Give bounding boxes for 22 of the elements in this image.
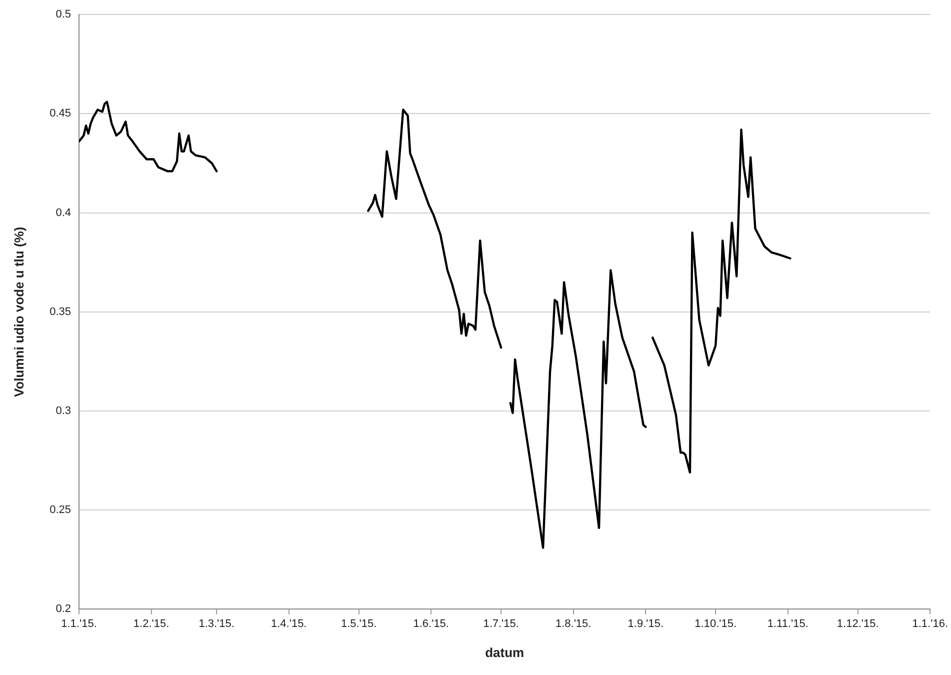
x-tick-label: 1.2.'15. xyxy=(133,618,170,630)
y-tick-label: 0.3 xyxy=(56,405,72,418)
y-tick-label: 0.4 xyxy=(56,206,72,219)
y-tick-label: 0.25 xyxy=(50,504,72,516)
y-axis-title: Volumni udio vode u tlu (%) xyxy=(11,226,26,397)
x-tick-label: 1.12.'15. xyxy=(836,618,879,630)
x-tick-label: 1.6.'15. xyxy=(413,618,449,630)
y-tick-label: 0.45 xyxy=(50,108,72,120)
y-tick-label: 0.35 xyxy=(50,306,72,318)
x-tick-label: 1.3.'15. xyxy=(198,618,234,630)
x-tick-label: 1.10.'15. xyxy=(694,618,737,630)
x-tick-label: 1.1.'15. xyxy=(61,618,97,630)
x-axis-title: datum xyxy=(485,644,524,660)
x-tick-label: 1.8.'15. xyxy=(555,618,592,630)
y-tick-label: 0.5 xyxy=(56,8,72,21)
x-tick-label: 1.9.'15. xyxy=(628,618,664,630)
x-tick-label: 1.7.'15. xyxy=(483,618,519,630)
x-tick-label: 1.11.'15. xyxy=(767,618,808,630)
x-tick-label: 1.4.'15. xyxy=(271,618,307,630)
y-tick-label: 0.2 xyxy=(56,603,72,616)
x-tick-label: 1.5.'15. xyxy=(340,618,377,630)
x-tick-label: 1.1.'16. xyxy=(912,618,948,630)
